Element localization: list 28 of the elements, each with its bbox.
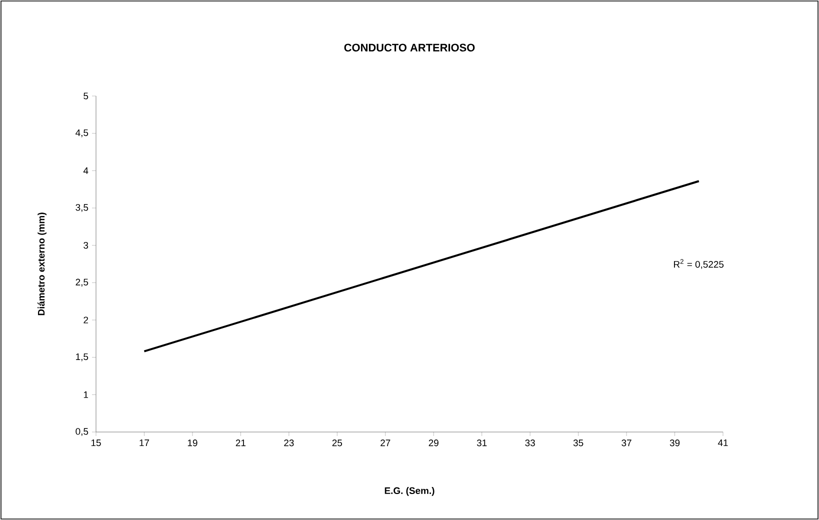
- y-tick-label: 3,5: [76, 204, 88, 212]
- x-tick-label: 25: [332, 440, 342, 446]
- chart-title: CONDUCTO ARTERIOSO: [344, 44, 475, 52]
- y-tick-label: 4: [83, 167, 88, 174]
- y-tick-label: 1: [84, 391, 88, 398]
- x-tick-label: 41: [718, 440, 728, 446]
- x-tick-label: 15: [91, 440, 101, 446]
- y-tick-label: 4,5: [76, 129, 88, 138]
- x-axis-title: E.G. (Sem.): [384, 487, 434, 496]
- y-tick-label: 2,5: [76, 278, 88, 287]
- annotation: R$^{2}$ = 0,5225: [674, 259, 724, 269]
- x-tick-label: 23: [284, 440, 294, 446]
- y-tick-label: 0,5: [76, 428, 88, 436]
- x-tick-label: 35: [573, 440, 584, 446]
- x-tick-label: 37: [622, 440, 632, 446]
- x-tick-label: 29: [428, 440, 438, 446]
- x-tick-label: 21: [236, 440, 246, 446]
- y-axis-title: Diámetro externo (mm): [38, 212, 46, 316]
- y-tick-label: 3: [84, 242, 88, 249]
- x-tick-label: 33: [525, 440, 535, 446]
- x-tick-label: 19: [188, 440, 198, 446]
- x-tick-label: 31: [476, 440, 487, 446]
- x-tick-label: 17: [140, 440, 150, 446]
- y-tick-label: 1,5: [76, 353, 88, 362]
- y-tick-label: 2: [84, 316, 88, 324]
- x-tick-label: 27: [380, 440, 390, 446]
- x-tick-label: 39: [670, 440, 680, 446]
- y-tick-label: 5: [84, 92, 88, 100]
